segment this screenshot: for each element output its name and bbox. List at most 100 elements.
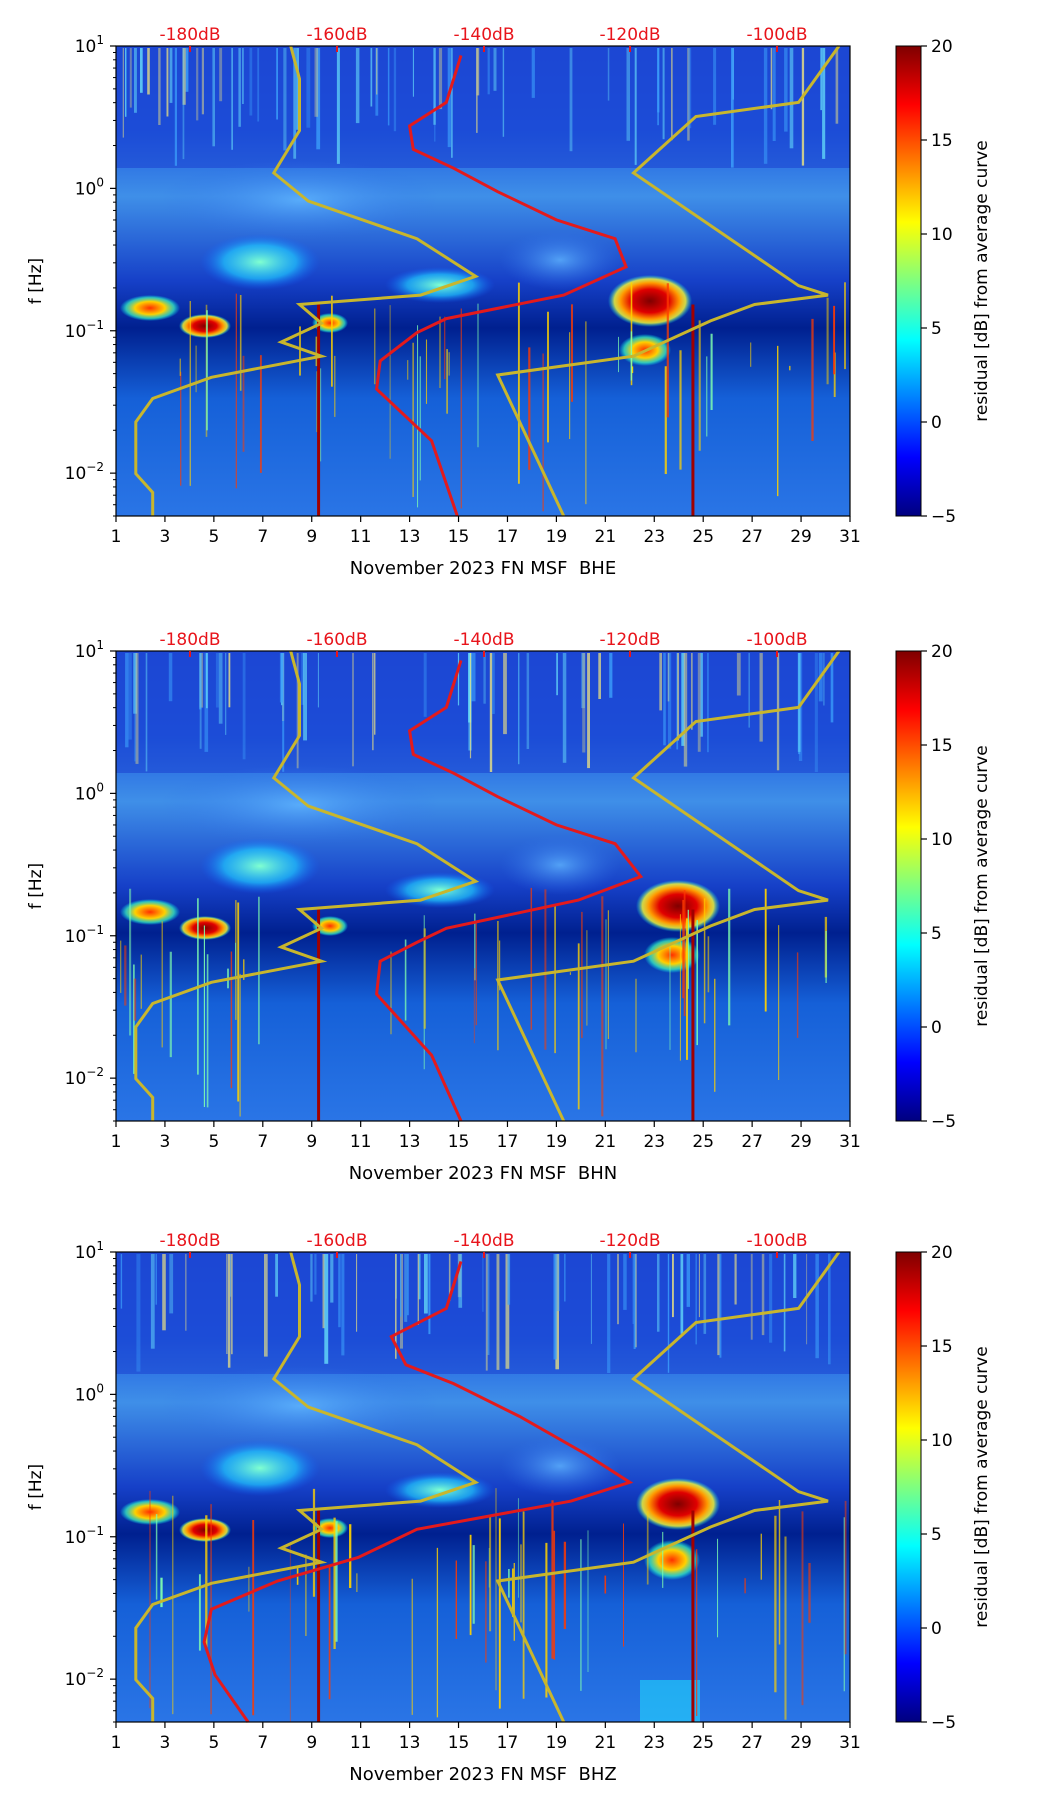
- spectrogram-bhz: [116, 1252, 850, 1722]
- x-tick-label: 9: [306, 1733, 317, 1753]
- x-tick-label: 13: [399, 527, 421, 547]
- db-scale-label: -100dB: [746, 25, 807, 45]
- db-scale-label: -160dB: [306, 630, 367, 650]
- colorbar-tick-label: 10: [931, 1431, 953, 1451]
- x-axis-label-bhz: November 2023 FN MSF BHZ: [349, 1764, 616, 1785]
- y-axis-bhz: 101 100 10−1 10−2: [65, 1239, 116, 1723]
- x-tick-label: 25: [692, 1733, 714, 1753]
- x-tick-label: 25: [692, 527, 714, 547]
- x-tick-label: 13: [399, 1132, 421, 1152]
- y-axis-label-bhe: f [Hz]: [26, 258, 46, 304]
- colorbar-tick-label: 15: [931, 131, 953, 151]
- noise-model-curves-bhn: [134, 650, 841, 1122]
- db-scale-label: -100dB: [746, 630, 807, 650]
- x-tick-label: 5: [208, 1132, 219, 1152]
- colorbar-label-bhe: residual [dB] from average curve: [972, 140, 992, 421]
- y-axis-label-bhz: f [Hz]: [26, 1464, 46, 1510]
- colorbar-tick-label: 0: [931, 1018, 942, 1038]
- x-tick-label: 27: [741, 1733, 763, 1753]
- x-tick-label: 7: [257, 1733, 268, 1753]
- colorbar-tick-label: 5: [931, 1525, 942, 1545]
- db-scale-label: -180dB: [159, 630, 220, 650]
- x-tick-label: 31: [839, 1132, 861, 1152]
- y-tick-label: 10−2: [65, 460, 104, 484]
- x-axis-bhn: 1 3 5 7 9 11 13 15 17 19 21 23 25 27 29 31: [111, 1121, 861, 1152]
- x-tick-label: 17: [497, 1132, 519, 1152]
- db-scale-label: -120dB: [599, 25, 660, 45]
- db-scale-label: -160dB: [306, 1231, 367, 1251]
- x-tick-label: 3: [160, 1733, 171, 1753]
- y-tick-label: 10−1: [65, 318, 104, 342]
- db-scale-label: -120dB: [599, 630, 660, 650]
- y-tick-label: 10−1: [65, 923, 104, 947]
- y-tick-label: 101: [75, 33, 104, 57]
- x-tick-label: 15: [448, 527, 470, 547]
- colorbar-tick-label: 5: [931, 924, 942, 944]
- x-tick-label: 3: [160, 1132, 171, 1152]
- y-tick-label: 101: [75, 1239, 104, 1263]
- colorbar-tick-label: 20: [931, 37, 953, 57]
- colorbar-label-bhn: residual [dB] from average curve: [972, 745, 992, 1026]
- y-tick-label: 100: [75, 175, 104, 199]
- spectrogram-bhe: [116, 46, 850, 516]
- db-scale-label: -160dB: [306, 25, 367, 45]
- x-tick-label: 29: [790, 527, 812, 547]
- x-tick-label: 21: [595, 527, 617, 547]
- y-axis-label-bhn: f [Hz]: [26, 863, 46, 909]
- x-tick-label: 31: [839, 1733, 861, 1753]
- colorbar-bhe: 20 15 10 5 0 −5 residual [dB] from average cu…: [895, 37, 992, 527]
- colorbar-tick-label: 15: [931, 1337, 953, 1357]
- colorbar-tick-label: 5: [931, 319, 942, 339]
- x-tick-label: 11: [350, 1132, 372, 1152]
- spectrogram-bhn: [116, 651, 850, 1121]
- x-tick-label: 7: [257, 1132, 268, 1152]
- panel-bhe: 1 3 5 7 9 11 13 15 17 19 21 23 25 27 29 31 10110010−110…: [26, 25, 992, 579]
- colorbar-tick-label: 20: [931, 642, 953, 662]
- y-tick-label: 100: [75, 1381, 104, 1405]
- colorbar-tick-label: −5: [931, 1112, 956, 1132]
- x-tick-label: 23: [643, 527, 665, 547]
- colorbar-tick-label: 10: [931, 830, 953, 850]
- x-tick-label: 27: [741, 1132, 763, 1152]
- y-axis-bhn: 101 100 10−1 10−2: [65, 638, 116, 1122]
- y-axis-bhe: 101 100 10−1 10−2: [65, 33, 116, 517]
- x-tick-label: 9: [306, 527, 317, 547]
- colorbar-tick-label: 0: [931, 1619, 942, 1639]
- x-tick-label: 21: [595, 1733, 617, 1753]
- colorbar-bhz: 20 15 10 5 0 −5 residual [dB] from average cu…: [895, 1243, 992, 1733]
- x-tick-label: 29: [790, 1132, 812, 1152]
- colorbar-tick-label: 10: [931, 225, 953, 245]
- panel-bhz: 1 3 5 7 9 11 13 15 17 19 21 23 25 27 29 31 10110010−110…: [26, 1231, 992, 1785]
- noise-model-curves-bhe: [134, 45, 841, 517]
- db-scale-label: -140dB: [453, 1231, 514, 1251]
- db-scale-label: -140dB: [453, 25, 514, 45]
- x-tick-label: 25: [692, 1132, 714, 1152]
- db-axis-bhz: -180dB -160dB -140dB -120dB -100dB: [159, 1231, 808, 1258]
- x-tick-label: 23: [643, 1132, 665, 1152]
- x-axis-bhe: 1 3 5 7 9 11 13 15 17 19 21 23 25 27 29 31: [111, 516, 861, 547]
- db-scale-label: -180dB: [159, 25, 220, 45]
- x-tick-label: 15: [448, 1132, 470, 1152]
- db-scale-label: -180dB: [159, 1231, 220, 1251]
- x-tick-label: 3: [160, 527, 171, 547]
- x-tick-label: 1: [111, 1733, 122, 1753]
- x-tick-label: 5: [208, 527, 219, 547]
- x-tick-label: 1: [111, 527, 122, 547]
- x-axis-label-bhn: November 2023 FN MSF BHN: [349, 1163, 618, 1184]
- db-axis-bhn: -180dB -160dB -140dB -120dB -100dB: [159, 630, 808, 657]
- noise-model-curves-bhz: [134, 1251, 841, 1723]
- x-tick-label: 19: [546, 527, 568, 547]
- x-tick-label: 13: [399, 1733, 421, 1753]
- x-tick-label: 23: [643, 1733, 665, 1753]
- x-tick-label: 31: [839, 527, 861, 547]
- x-tick-label: 11: [350, 527, 372, 547]
- y-tick-label: 10−2: [65, 1666, 104, 1690]
- colorbar-tick-label: −5: [931, 507, 956, 527]
- db-axis-bhe: -180dB -160dB -140dB -120dB -100dB: [159, 25, 808, 52]
- x-tick-label: 27: [741, 527, 763, 547]
- y-tick-label: 10−2: [65, 1065, 104, 1089]
- x-tick-label: 15: [448, 1733, 470, 1753]
- colorbar-tick-label: −5: [931, 1713, 956, 1733]
- db-scale-label: -100dB: [746, 1231, 807, 1251]
